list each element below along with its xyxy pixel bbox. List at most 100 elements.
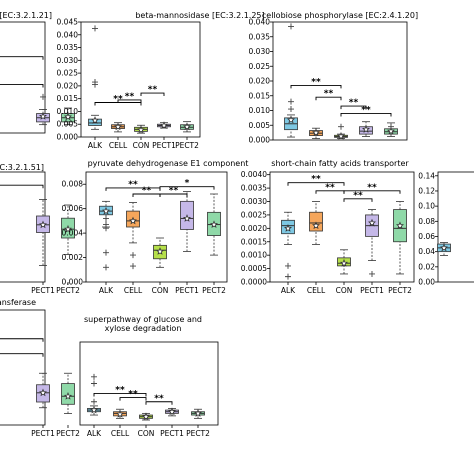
panel-8-title-line2: xylose degradation — [105, 324, 182, 333]
panel-5-xtick-PECT1: PECT1 — [360, 286, 384, 295]
panel-5-ytick-label: 0.0025 — [241, 210, 267, 219]
panel-1-ytick-label: 0.040 — [57, 30, 79, 39]
panel-1-mean-PECT2 — [183, 122, 191, 131]
panel-2-sig-label: ** — [361, 105, 371, 115]
panel-8-mean-PECT2 — [194, 409, 202, 417]
panel-4-xtick-PECT1: PECT1 — [175, 286, 199, 295]
panel-8-outlier-ALK — [91, 380, 97, 387]
panel-1-frame — [80, 21, 201, 138]
panel-6-mean-ALK — [440, 243, 448, 252]
panel-4-ytick-label: 0.006 — [62, 204, 84, 213]
panel-5-sig-label: ** — [353, 191, 363, 201]
panel-5-ytick-label: 0.0005 — [241, 264, 267, 273]
panel-1-ytick-label: 0.015 — [57, 94, 79, 103]
panel-5-sig-bracket — [343, 198, 373, 202]
panel-0-mean-PECT1 — [39, 111, 47, 120]
panel-5-ytick-label: 0.0035 — [241, 184, 267, 193]
panel-1-ytick-label: 0.045 — [57, 18, 79, 27]
panel-5-outlier-PECT1 — [369, 270, 375, 277]
panel-1-mean-PECT1 — [160, 121, 168, 129]
panel-4-ytick-label: 0.004 — [62, 229, 84, 238]
panel-0-sig-bracket — [0, 83, 44, 88]
panel-5-outlier-ALK — [285, 273, 291, 280]
panel-1-xtick-PECT2: PECT2 — [175, 141, 199, 150]
panel-4-outlier-ALK — [103, 264, 109, 271]
panel-4-mean-PECT1 — [183, 214, 191, 222]
panel-0-frame — [0, 21, 46, 134]
panel-2-sig-bracket — [340, 113, 392, 117]
panel-4-ytick-label: 0.000 — [62, 278, 84, 287]
panel-2-outlier-ALK — [288, 106, 294, 113]
panel-3-sig-bracket — [0, 184, 44, 189]
panel-6-ytick-label: 0.08 — [418, 217, 435, 226]
panel-8-mean-CELL — [116, 409, 124, 418]
panel-2-ytick-label: 0.035 — [249, 32, 271, 41]
panel-5-outlier-ALK — [285, 262, 291, 269]
panel-2-sig-bracket — [340, 105, 367, 110]
panel-7-sig-bracket — [0, 353, 44, 357]
panel-1-outlier-ALK — [92, 79, 98, 86]
panel-5-mean-CON — [340, 258, 348, 267]
panel-4-sig-label: ** — [142, 186, 152, 196]
panel-2-mean-PECT2 — [387, 126, 395, 135]
panel-4-sig-bracket — [159, 193, 188, 197]
panel-2-ytick-label: 0.010 — [249, 106, 271, 115]
panel-4-outlier-ALK — [103, 249, 109, 256]
panel-8-mean-CON — [142, 412, 150, 421]
panel-5-xtick-CELL: CELL — [307, 286, 326, 295]
panel-4-outlier-CELL — [130, 252, 136, 259]
panel-2-mean-CON — [337, 131, 345, 140]
panel-5-mean-PECT1 — [368, 218, 376, 227]
panel-1-sig-label: ** — [125, 92, 135, 102]
panel-1-outlier-ALK — [92, 25, 98, 32]
panel-3-xtick-PECT1: PECT1 — [31, 286, 55, 295]
panel-1-mean-CELL — [114, 122, 122, 131]
panel-4-sig-bracket — [159, 186, 215, 190]
panel-1-xtick-PECT1: PECT1 — [152, 141, 176, 150]
panel-8-sig-label: ** — [128, 390, 138, 400]
panel-5-title: short-chain fatty acids transporter — [271, 159, 409, 168]
panel-4-outlier-CELL — [130, 263, 136, 270]
panel-7-xtick-PECT2: PECT2 — [56, 429, 80, 438]
panel-1-mean-CON — [137, 125, 145, 134]
panel-5-sig-label: ** — [325, 183, 335, 193]
panel-5-sig-bracket — [343, 190, 401, 194]
panel-1-sig-bracket — [117, 99, 142, 103]
panel-7-sig-bracket — [0, 338, 44, 342]
panel-2-ytick-label: 0.020 — [249, 77, 271, 86]
panel-5-xtick-CON: CON — [336, 286, 353, 295]
panel-5-ytick-label: 0.0040 — [241, 170, 267, 179]
panel-5-xtick-ALK: ALK — [281, 286, 296, 295]
panel-1-xtick-ALK: ALK — [88, 141, 103, 150]
panel-8-sig-bracket — [93, 393, 147, 397]
panel-5-sig-label: ** — [311, 175, 321, 185]
panel-3-title: [EC:3.2.1.51] — [0, 163, 44, 172]
panel-7-title: …ltransferase — [0, 298, 36, 307]
panel-8-mean-PECT1 — [168, 407, 176, 416]
panel-2-ytick-label: 0.030 — [249, 47, 271, 56]
panel-2-sig-label: ** — [311, 77, 321, 87]
panel-4-frame — [85, 171, 228, 283]
panel-1-ytick-label: 0.030 — [57, 56, 79, 65]
panel-2-title: cellobiose phosphorylase [EC:2.4.1.20] — [262, 11, 418, 20]
panel-4-xtick-ALK: ALK — [99, 286, 114, 295]
panel-8-title-line1: superpathway of glucose and — [84, 315, 202, 324]
panel-7-mean-PECT1 — [39, 388, 47, 397]
panel-1-ytick-label: 0.020 — [57, 81, 79, 90]
panel-4-mean-CON — [156, 247, 164, 255]
panel-8-xtick-ALK: ALK — [87, 429, 102, 438]
panel-0-outlier-PECT1 — [40, 93, 46, 100]
panel-6-ytick-label: 0.00 — [418, 278, 435, 287]
panel-8-frame — [79, 341, 219, 426]
panel-6-ytick-label: 0.02 — [418, 262, 435, 271]
panel-4-xtick-PECT2: PECT2 — [202, 286, 226, 295]
panel-6-ytick-label: 0.04 — [418, 247, 435, 256]
panel-4-xtick-CON: CON — [152, 286, 169, 295]
panel-5-mean-PECT2 — [396, 221, 404, 230]
panel-2-ytick-label: 0.015 — [249, 91, 271, 100]
panel-8-xtick-PECT2: PECT2 — [186, 429, 210, 438]
panel-2-ytick-label: 0.005 — [249, 121, 271, 130]
panel-1-ytick-label: 0.005 — [57, 120, 79, 129]
panel-1-xtick-CON: CON — [133, 141, 150, 150]
